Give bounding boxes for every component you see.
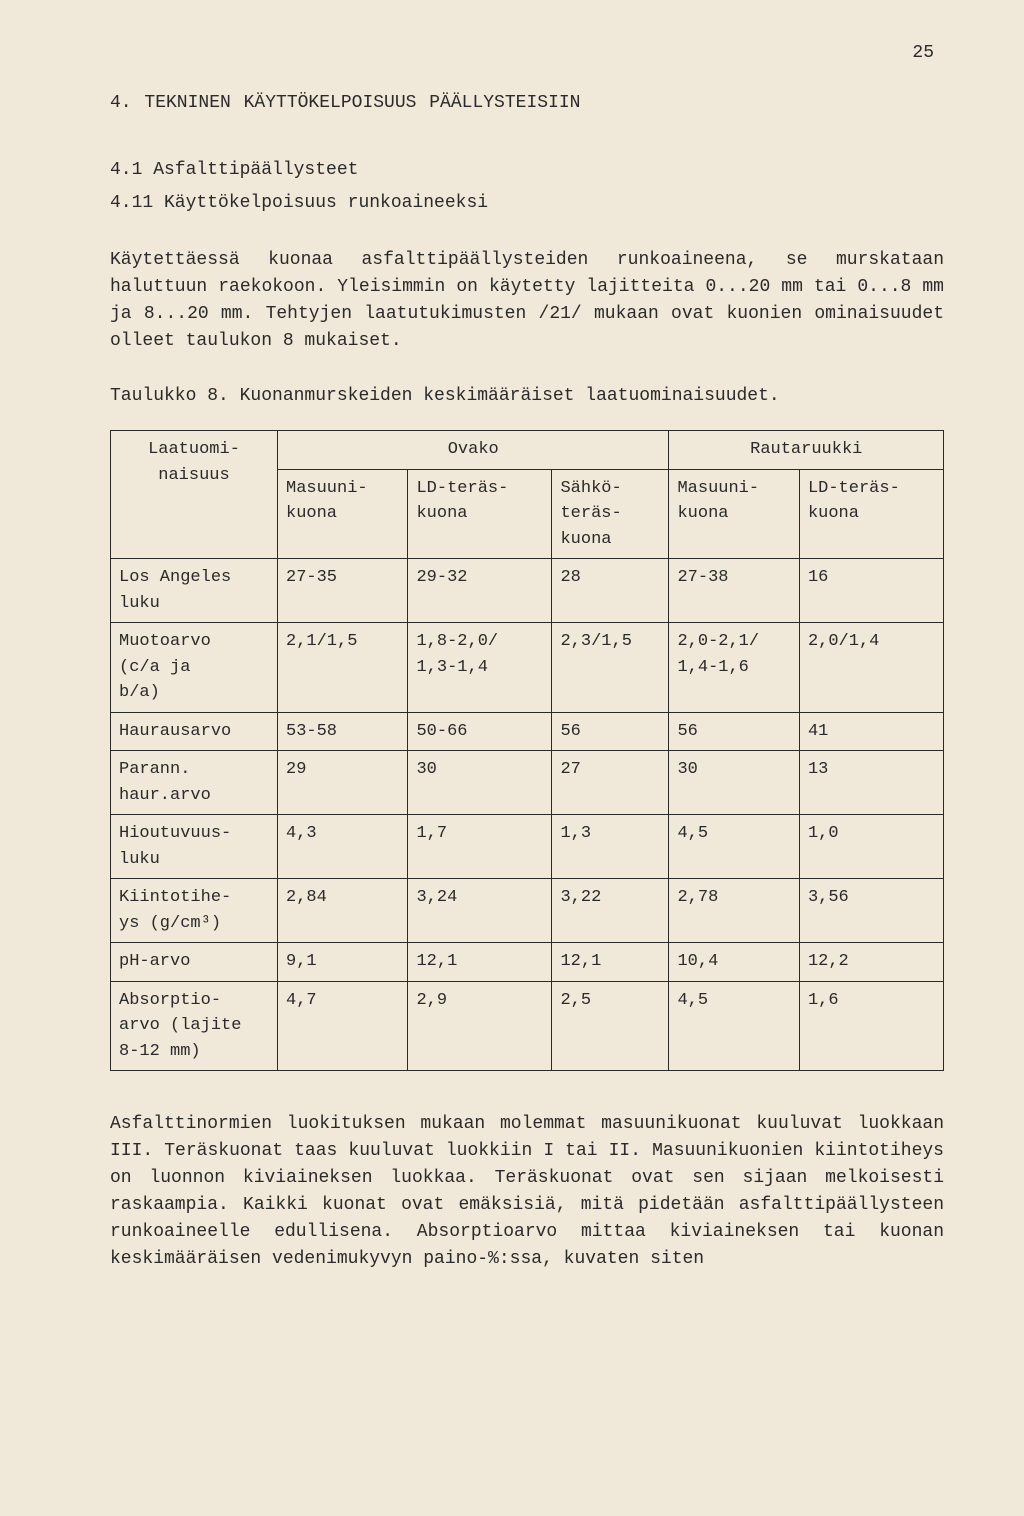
group-header-ovako: Ovako <box>278 431 669 470</box>
page-number: 25 <box>912 40 934 67</box>
col-header: Masuuni- kuona <box>278 469 408 559</box>
table-body: Los Angeles luku27-3529-322827-3816Muoto… <box>111 559 944 1071</box>
row-label: pH-arvo <box>111 943 278 982</box>
heading-sub: 4.1 Asfalttipäällysteet <box>110 157 944 184</box>
cell: 2,5 <box>552 981 669 1071</box>
cell: 1,7 <box>408 815 552 879</box>
cell: 29-32 <box>408 559 552 623</box>
cell: 30 <box>408 751 552 815</box>
cell: 10,4 <box>669 943 799 982</box>
row-label: Parann. haur.arvo <box>111 751 278 815</box>
table-row: Absorptio- arvo (lajite 8-12 mm)4,72,92,… <box>111 981 944 1071</box>
cell: 4,5 <box>669 981 799 1071</box>
table-group-header-row: Laatuomi- naisuus Ovako Rautaruukki <box>111 431 944 470</box>
row-label: Kiintotihe- ys (g/cm³) <box>111 879 278 943</box>
document-page: 25 4. TEKNINEN KÄYTTÖKELPOISUUS PÄÄLLYST… <box>0 0 1024 1516</box>
table-row: pH-arvo9,112,112,110,412,2 <box>111 943 944 982</box>
cell: 4,5 <box>669 815 799 879</box>
cell: 2,0-2,1/ 1,4-1,6 <box>669 623 799 713</box>
cell: 50-66 <box>408 712 552 751</box>
col-header: LD-teräs- kuona <box>408 469 552 559</box>
cell: 1,3 <box>552 815 669 879</box>
row-header-label-text: Laatuomi- naisuus <box>148 440 240 485</box>
cell: 41 <box>799 712 943 751</box>
table-row: Hioutuvuus- luku4,31,71,34,51,0 <box>111 815 944 879</box>
cell: 13 <box>799 751 943 815</box>
group-header-rautaruukki: Rautaruukki <box>669 431 944 470</box>
table-row: Haurausarvo53-5850-66565641 <box>111 712 944 751</box>
cell: 9,1 <box>278 943 408 982</box>
table-row: Muotoarvo (c/a ja b/a)2,1/1,51,8-2,0/ 1,… <box>111 623 944 713</box>
cell: 12,1 <box>552 943 669 982</box>
table-row: Los Angeles luku27-3529-322827-3816 <box>111 559 944 623</box>
cell: 3,56 <box>799 879 943 943</box>
row-label: Haurausarvo <box>111 712 278 751</box>
cell: 27 <box>552 751 669 815</box>
cell: 3,22 <box>552 879 669 943</box>
cell: 2,3/1,5 <box>552 623 669 713</box>
paragraph-bottom: Asfalttinormien luokituksen mukaan molem… <box>110 1111 944 1273</box>
cell: 1,6 <box>799 981 943 1071</box>
table-row: Kiintotihe- ys (g/cm³)2,843,243,222,783,… <box>111 879 944 943</box>
cell: 30 <box>669 751 799 815</box>
paragraph-1: Käytettäessä kuonaa asfalttipäällysteide… <box>110 247 944 355</box>
cell: 56 <box>552 712 669 751</box>
cell: 29 <box>278 751 408 815</box>
col-header: Sähkö- teräs- kuona <box>552 469 669 559</box>
cell: 2,84 <box>278 879 408 943</box>
cell: 28 <box>552 559 669 623</box>
cell: 4,3 <box>278 815 408 879</box>
cell: 2,78 <box>669 879 799 943</box>
heading-main: 4. TEKNINEN KÄYTTÖKELPOISUUS PÄÄLLYSTEIS… <box>110 90 944 117</box>
cell: 4,7 <box>278 981 408 1071</box>
cell: 53-58 <box>278 712 408 751</box>
row-label: Hioutuvuus- luku <box>111 815 278 879</box>
cell: 3,24 <box>408 879 552 943</box>
col-header: LD-teräs- kuona <box>799 469 943 559</box>
row-label: Absorptio- arvo (lajite 8-12 mm) <box>111 981 278 1071</box>
cell: 16 <box>799 559 943 623</box>
cell: 12,1 <box>408 943 552 982</box>
cell: 56 <box>669 712 799 751</box>
row-label: Los Angeles luku <box>111 559 278 623</box>
table-caption: Taulukko 8. Kuonanmurskeiden keskimääräi… <box>110 383 944 410</box>
row-header-label: Laatuomi- naisuus <box>111 431 278 559</box>
data-table: Laatuomi- naisuus Ovako Rautaruukki Masu… <box>110 430 944 1071</box>
cell: 2,0/1,4 <box>799 623 943 713</box>
row-label: Muotoarvo (c/a ja b/a) <box>111 623 278 713</box>
cell: 1,0 <box>799 815 943 879</box>
cell: 2,1/1,5 <box>278 623 408 713</box>
cell: 27-38 <box>669 559 799 623</box>
cell: 27-35 <box>278 559 408 623</box>
cell: 1,8-2,0/ 1,3-1,4 <box>408 623 552 713</box>
cell: 12,2 <box>799 943 943 982</box>
col-header: Masuuni- kuona <box>669 469 799 559</box>
cell: 2,9 <box>408 981 552 1071</box>
table-row: Parann. haur.arvo2930273013 <box>111 751 944 815</box>
heading-subsub: 4.11 Käyttökelpoisuus runkoaineeksi <box>110 190 944 217</box>
